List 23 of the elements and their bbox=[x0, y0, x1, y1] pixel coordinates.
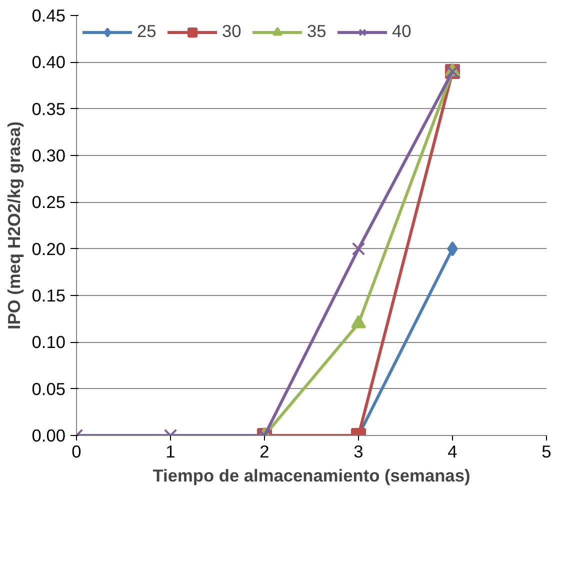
legend-label: 40 bbox=[392, 21, 412, 42]
y-tick-label: 0.00 bbox=[32, 426, 66, 446]
point bbox=[351, 314, 366, 328]
x-tick-label: 4 bbox=[448, 442, 458, 462]
x-axis-title: Tiempo de almacenamiento (semanas) bbox=[152, 466, 470, 486]
x-tick-label: 5 bbox=[542, 442, 552, 462]
legend-label: 35 bbox=[307, 21, 327, 42]
x-tick-label: 3 bbox=[354, 442, 364, 462]
y-tick-label: 0.05 bbox=[32, 378, 66, 399]
y-tick-label: 0.10 bbox=[32, 332, 66, 352]
y-tick-label: 0.15 bbox=[32, 286, 66, 306]
y-tick-label: 0.35 bbox=[32, 98, 66, 119]
legend-label: 25 bbox=[137, 21, 157, 42]
y-tick-label: 0.25 bbox=[32, 192, 66, 212]
y-tick-label: 0.40 bbox=[32, 52, 66, 72]
y-tick-label: 0.45 bbox=[32, 6, 66, 26]
legend-label: 30 bbox=[222, 21, 242, 42]
x-tick-label: 1 bbox=[166, 442, 176, 462]
x-tick-label: 2 bbox=[260, 442, 270, 462]
y-axis-title: IPO (meq H2O2/kg grasa) bbox=[4, 121, 24, 330]
y-tick-label: 0.20 bbox=[32, 238, 66, 259]
x-tick-label: 0 bbox=[72, 442, 82, 462]
y-tick-label: 0.30 bbox=[32, 146, 66, 166]
